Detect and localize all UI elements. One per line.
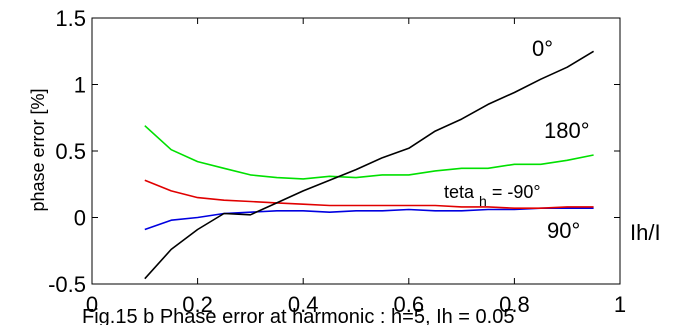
series-line-90deg (144, 207, 594, 231)
series-label-90deg: 90° (547, 218, 580, 243)
y-tick-label: 0 (74, 206, 86, 231)
y-tick-label: -0.5 (48, 272, 86, 297)
series-line-180deg (144, 125, 594, 180)
x-tick-label: 0.2 (182, 292, 213, 317)
teta-annotation: teta h = -90° (444, 182, 541, 210)
x-tick-label: 0.8 (499, 292, 530, 317)
plot-axes: 0 0.2 0.4 0.6 0.8 1-0.500.511.5 (48, 6, 626, 317)
x-tick-label: 0 (86, 292, 98, 317)
teta-main-text: teta (444, 182, 475, 202)
x-tick-label: 0.4 (288, 292, 319, 317)
y-tick-label: 0.5 (55, 139, 86, 164)
series-layer (144, 50, 595, 280)
series-line-teta-90 (144, 179, 594, 209)
y-axis-label: phase error [%] (28, 88, 48, 211)
series-label-180deg: 180° (544, 118, 590, 143)
x-axis-label: Ih/I (630, 220, 661, 245)
teta-value-text: = -90° (492, 182, 541, 202)
teta-subscript: h (479, 193, 487, 209)
series-label-0deg: 0° (532, 36, 553, 61)
x-tick-label: 0.6 (394, 292, 425, 317)
series-line-0deg (144, 50, 595, 280)
y-tick-label: 1 (74, 73, 86, 98)
x-tick-label: 1 (614, 292, 626, 317)
figure-caption: Fig.15 b Phase error at harmonic : h=5, … (82, 306, 514, 325)
y-tick-label: 1.5 (55, 6, 86, 31)
